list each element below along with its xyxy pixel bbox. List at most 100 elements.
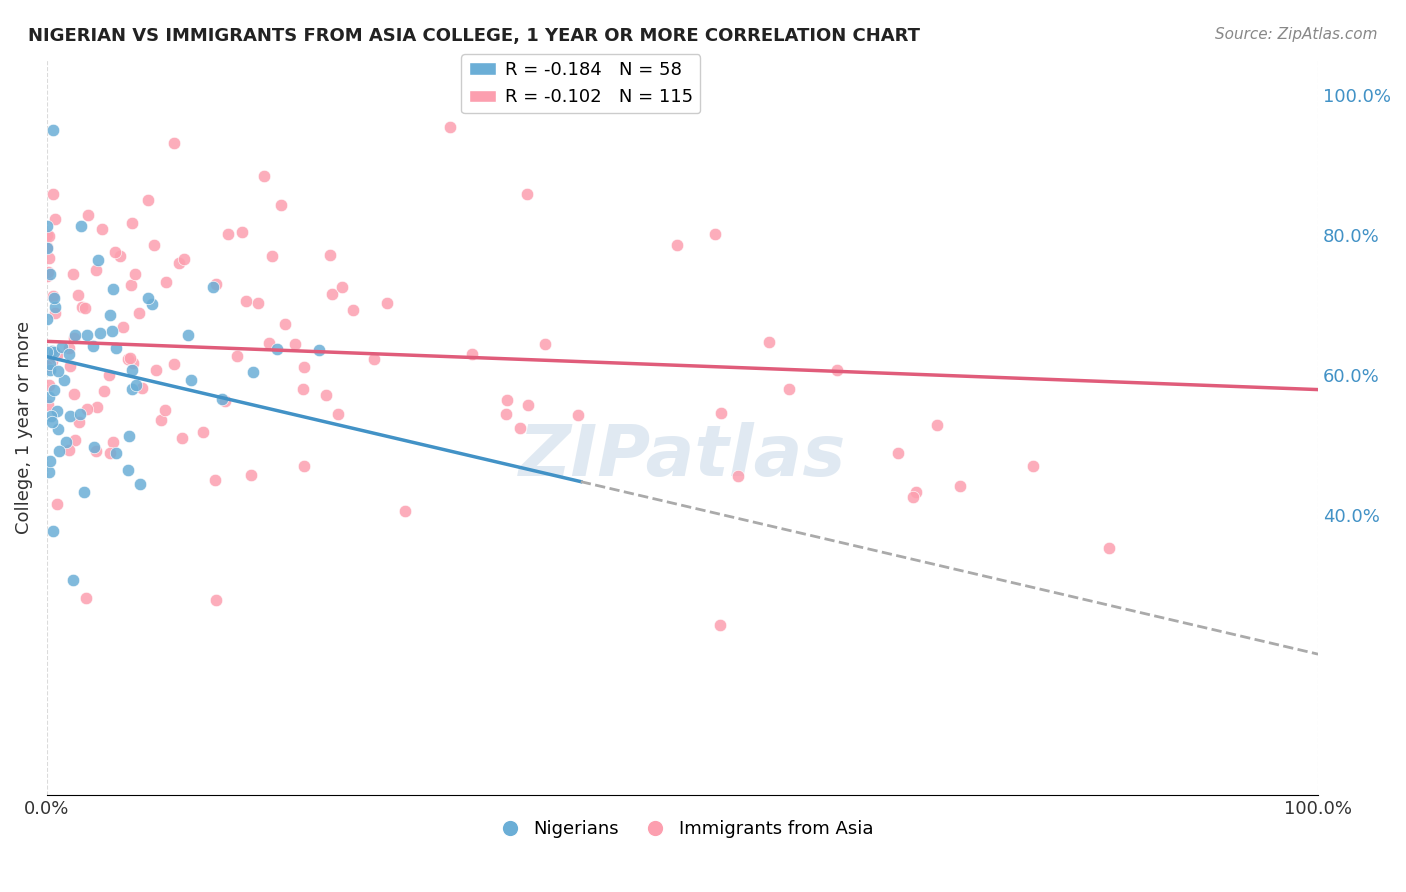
Point <box>1022 458 1045 473</box>
Point <box>163 357 186 371</box>
Point <box>567 408 589 422</box>
Point <box>63 327 86 342</box>
Point <box>46 422 69 436</box>
Point <box>704 227 727 242</box>
Point <box>82 339 104 353</box>
Point <box>136 193 159 207</box>
Point <box>117 463 139 477</box>
Point <box>167 255 190 269</box>
Point <box>461 347 484 361</box>
Point <box>496 393 519 408</box>
Point <box>37 359 59 374</box>
Point <box>758 335 780 350</box>
Point <box>825 363 848 377</box>
Point <box>45 497 67 511</box>
Point <box>292 383 315 397</box>
Point <box>239 468 262 483</box>
Point <box>495 407 517 421</box>
Point <box>35 228 58 243</box>
Point <box>35 269 58 284</box>
Point <box>204 473 226 487</box>
Point <box>153 403 176 417</box>
Point <box>77 208 100 222</box>
Point <box>246 296 269 310</box>
Point <box>104 446 127 460</box>
Point <box>44 306 66 320</box>
Point <box>44 291 66 305</box>
Point <box>143 238 166 252</box>
Point <box>38 229 60 244</box>
Point <box>257 336 280 351</box>
Point <box>51 340 73 354</box>
Point <box>35 345 58 359</box>
Point <box>75 301 97 316</box>
Point <box>35 241 58 255</box>
Point <box>270 198 292 212</box>
Point <box>41 415 63 429</box>
Point <box>98 308 121 322</box>
Legend: Nigerians, Immigrants from Asia: Nigerians, Immigrants from Asia <box>485 813 880 846</box>
Point <box>97 368 120 382</box>
Point <box>120 277 142 292</box>
Point <box>176 328 198 343</box>
Point <box>124 267 146 281</box>
Point <box>101 434 124 449</box>
Point <box>319 248 342 262</box>
Point <box>121 216 143 230</box>
Point <box>260 249 283 263</box>
Point <box>211 392 233 406</box>
Point <box>38 390 60 404</box>
Point <box>35 240 58 254</box>
Point <box>42 344 65 359</box>
Point <box>39 363 62 377</box>
Point <box>266 342 288 356</box>
Point <box>55 435 77 450</box>
Point <box>149 413 172 427</box>
Point <box>41 354 63 368</box>
Point <box>242 365 264 379</box>
Point <box>39 453 62 467</box>
Point <box>315 388 337 402</box>
Point <box>516 186 538 201</box>
Point <box>62 267 84 281</box>
Point <box>37 356 59 370</box>
Point <box>394 504 416 518</box>
Point <box>37 311 59 326</box>
Point <box>46 404 69 418</box>
Point <box>69 407 91 421</box>
Point <box>72 484 94 499</box>
Point <box>170 431 193 445</box>
Point <box>39 358 62 372</box>
Text: Source: ZipAtlas.com: Source: ZipAtlas.com <box>1215 27 1378 42</box>
Point <box>58 443 80 458</box>
Point <box>326 407 349 421</box>
Point <box>101 282 124 296</box>
Point <box>131 381 153 395</box>
Point <box>84 263 107 277</box>
Y-axis label: College, 1 year or more: College, 1 year or more <box>15 321 32 534</box>
Point <box>330 280 353 294</box>
Point <box>905 485 928 500</box>
Point <box>38 251 60 265</box>
Point <box>67 415 90 429</box>
Point <box>37 219 59 234</box>
Point <box>44 212 66 227</box>
Point <box>308 343 330 357</box>
Point <box>121 382 143 396</box>
Point <box>191 425 214 439</box>
Point <box>321 287 343 301</box>
Point <box>155 275 177 289</box>
Point <box>253 169 276 184</box>
Point <box>44 301 66 315</box>
Point <box>375 296 398 310</box>
Point <box>516 398 538 412</box>
Point <box>709 618 731 632</box>
Point <box>163 136 186 151</box>
Point <box>104 245 127 260</box>
Point <box>949 479 972 493</box>
Point <box>108 249 131 263</box>
Point <box>125 377 148 392</box>
Point <box>62 387 84 401</box>
Point <box>48 443 70 458</box>
Point <box>76 328 98 343</box>
